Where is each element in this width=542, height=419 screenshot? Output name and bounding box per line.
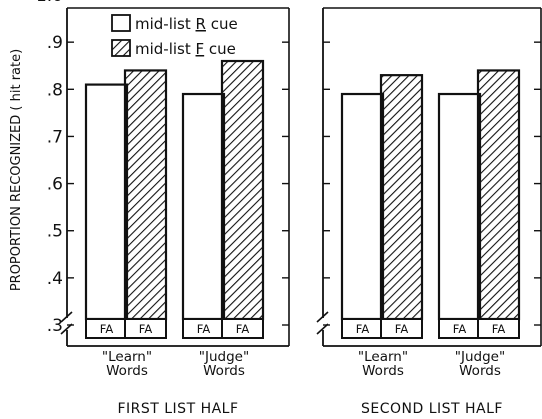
fa-box: [477, 318, 520, 339]
axis-break-mark: [316, 311, 329, 323]
legend-label: mid-list R cue: [135, 15, 238, 33]
group-label: "Learn": [358, 349, 408, 365]
fa-label: FA: [100, 322, 114, 336]
fa-box: [221, 318, 264, 339]
y-tick-label: .4: [47, 269, 63, 289]
fa-label: FA: [197, 322, 211, 336]
group-label: "Learn": [102, 349, 152, 365]
bar: [476, 69, 521, 321]
panel-title: FIRST LIST HALF: [117, 401, 238, 417]
y-axis-label: PROPORTION RECOGNIZED ( hit rate): [9, 49, 24, 291]
fa-label: FA: [492, 322, 506, 336]
bar: [181, 92, 226, 321]
fa-label: FA: [395, 322, 409, 336]
bar: [84, 83, 129, 321]
group-label: Words: [362, 363, 404, 379]
legend-label: mid-list F cue: [135, 40, 236, 58]
y-tick-label: .9: [47, 33, 63, 53]
group-label: Words: [459, 363, 501, 379]
axis-break-mark: [60, 311, 73, 323]
group-label: Words: [106, 363, 148, 379]
y-tick-label: .5: [47, 222, 63, 242]
bar: [379, 74, 424, 321]
y-tick-label: .6: [47, 175, 63, 195]
fa-label: FA: [236, 322, 250, 336]
fa-box: [380, 318, 423, 339]
y-tick-label: .8: [47, 80, 63, 100]
plot-area: .3.4.5.6.7.8.91.0FAFA"Learn"WordsFAFA"Ju…: [36, 0, 542, 417]
bar: [123, 69, 168, 321]
group-label: "Judge": [199, 349, 249, 365]
fa-label: FA: [139, 322, 153, 336]
legend-swatch: [111, 14, 131, 32]
legend-swatch: [111, 39, 131, 57]
fa-label: FA: [453, 322, 467, 336]
group-label: Words: [203, 363, 245, 379]
y-tick-label: 1.0: [36, 0, 63, 6]
bar: [220, 59, 265, 321]
bar: [340, 92, 385, 321]
group-label: "Judge": [455, 349, 505, 365]
fa-label: FA: [356, 322, 370, 336]
y-tick-label: .7: [47, 127, 63, 147]
fa-box: [124, 318, 167, 339]
bar: [437, 92, 482, 321]
y-tick-label: .3: [47, 316, 63, 336]
panel-title: SECOND LIST HALF: [361, 401, 503, 417]
